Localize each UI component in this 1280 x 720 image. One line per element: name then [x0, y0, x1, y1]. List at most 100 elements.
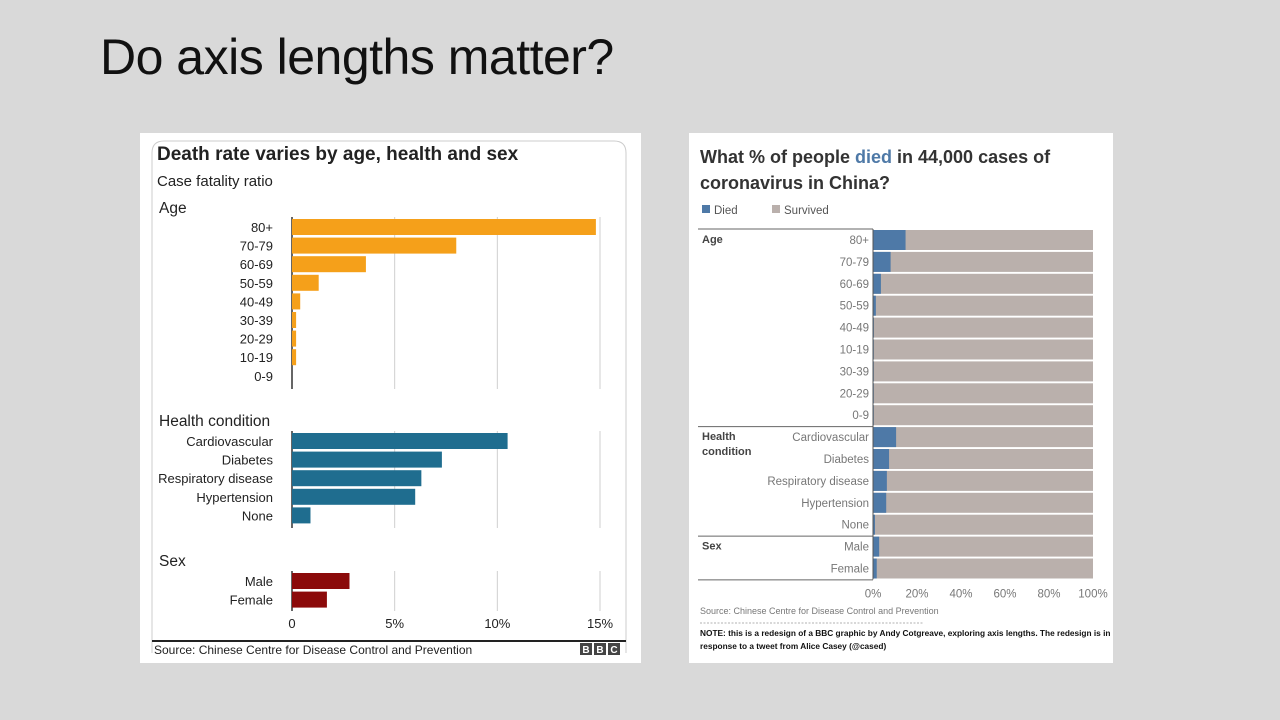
- chart-frame: [151, 140, 627, 653]
- note-line2: response to a tweet from Alice Casey (@c…: [700, 641, 886, 651]
- bar-10-19: [292, 349, 297, 366]
- legend-swatch-survived: [772, 205, 780, 213]
- svg-text:C: C: [610, 645, 617, 656]
- bar-respiratory-disease: [292, 470, 422, 487]
- bar-died-50-59: [873, 295, 876, 316]
- x-tick-label: 5%: [385, 616, 404, 631]
- category-label: Cardiovascular: [186, 434, 273, 449]
- chart-title-line1: What % of people died in 44,000 cases of: [700, 147, 1051, 167]
- category-label: Hypertension: [801, 498, 869, 510]
- x-axis: 0% 20% 40% 60% 80% 100%: [865, 588, 1108, 600]
- bar-hypertension: [292, 488, 416, 505]
- bar-survived-40-49: [873, 317, 1093, 338]
- group-label-health-condition: Health: [702, 431, 736, 443]
- category-label: 70-79: [840, 257, 869, 269]
- group-label-health-condition: condition: [702, 446, 752, 458]
- bbc-bar-chart: Death rate varies by age, health and sex…: [151, 140, 627, 657]
- bar-diabetes: [292, 451, 442, 468]
- category-label: 50-59: [840, 301, 869, 313]
- bar-survived-0-9: [873, 405, 1093, 426]
- group-label-sex: Sex: [702, 541, 722, 553]
- bar-70-79: [292, 237, 457, 254]
- category-label: 30-39: [240, 313, 273, 328]
- rows: Age 80+ 70-79 60-69 50-59 40-49 10-19 30-39 20-2…: [698, 228, 1093, 581]
- category-label: Diabetes: [222, 453, 274, 468]
- bar-survived-male: [873, 536, 1093, 557]
- category-label: 0-9: [852, 410, 869, 422]
- section-label-age: Age: [159, 200, 187, 217]
- gridlines: [291, 217, 601, 611]
- bar-survived-diabetes: [873, 449, 1093, 469]
- category-label: Female: [831, 564, 869, 576]
- x-tick-label: 10%: [484, 616, 510, 631]
- slide-title: Do axis lengths matter?: [100, 29, 614, 85]
- category-label: 10-19: [240, 350, 273, 365]
- bar-died-respiratory-disease: [873, 470, 887, 491]
- x-tick-label: 0%: [865, 588, 882, 600]
- x-tick-label: 15%: [587, 616, 613, 631]
- category-label: 10-19: [840, 345, 869, 357]
- bar-survived-hypertension: [873, 492, 1093, 513]
- bar-survived-respiratory-disease: [873, 470, 1093, 491]
- category-label: Respiratory disease: [158, 471, 273, 486]
- category-label: 80+: [251, 220, 273, 235]
- bar-survived-10-19: [873, 339, 1093, 360]
- chart-source: Source: Chinese Centre for Disease Contr…: [700, 606, 939, 616]
- svg-text:B: B: [596, 645, 603, 656]
- bar-80: [292, 219, 596, 235]
- bar-cardiovascular: [292, 433, 508, 449]
- redesign-chart-panel: What % of people died in 44,000 cases of…: [689, 133, 1113, 663]
- category-label: 40-49: [840, 323, 869, 335]
- category-label: Diabetes: [824, 454, 870, 466]
- category-label: 60-69: [240, 257, 273, 272]
- bar-50-59: [292, 274, 319, 291]
- legend: Died Survived: [702, 205, 829, 217]
- category-label: 40-49: [240, 294, 273, 309]
- bar-died-male: [873, 536, 880, 557]
- x-tick-label: 20%: [905, 588, 928, 600]
- bar-survived-80: [873, 230, 1093, 250]
- bbc-chart-panel: Death rate varies by age, health and sex…: [140, 133, 641, 663]
- category-label: Respiratory disease: [767, 476, 869, 488]
- bar-20-29: [292, 330, 297, 347]
- category-label: 30-39: [840, 366, 869, 378]
- category-label: Female: [230, 593, 273, 608]
- category-label: Male: [245, 574, 273, 589]
- stacked-bar-chart: What % of people died in 44,000 cases of…: [698, 147, 1110, 651]
- legend-swatch-died: [702, 205, 710, 213]
- x-tick-label: 80%: [1037, 588, 1060, 600]
- chart-source: Source: Chinese Centre for Disease Contr…: [154, 643, 472, 657]
- category-label: 60-69: [840, 279, 869, 291]
- category-label: None: [842, 520, 870, 532]
- x-axis: 0 5% 10% 15%: [288, 616, 613, 631]
- group-label-age: Age: [702, 234, 723, 246]
- bar-survived-60-69: [873, 273, 1093, 294]
- x-tick-label: 40%: [949, 588, 972, 600]
- bar-survived-20-29: [873, 383, 1093, 404]
- bbc-logo: B B C: [580, 643, 620, 656]
- category-label: 0-9: [254, 369, 273, 384]
- category-label: Hypertension: [196, 490, 273, 505]
- x-tick-label: 60%: [993, 588, 1016, 600]
- bar-none: [292, 507, 311, 524]
- section-label-health-condition: Health condition: [159, 413, 270, 430]
- x-tick-label: 100%: [1078, 588, 1107, 600]
- bar-survived-50-59: [873, 295, 1093, 316]
- legend-label-survived: Survived: [784, 205, 829, 217]
- category-label: None: [242, 508, 273, 523]
- bar-survived-70-79: [873, 251, 1093, 272]
- bar-survived-none: [873, 514, 1093, 535]
- bar-died-60-69: [873, 273, 881, 294]
- chart-subtitle: Case fatality ratio: [157, 173, 273, 190]
- category-label: 20-29: [840, 388, 869, 400]
- category-label: 80+: [849, 235, 869, 247]
- category-label: Male: [844, 542, 869, 554]
- bar-died-80: [873, 230, 906, 250]
- bar-60-69: [292, 256, 366, 273]
- bar-survived-female: [873, 558, 1093, 579]
- bar-survived-30-39: [873, 361, 1093, 382]
- section-label-sex: Sex: [159, 553, 186, 570]
- category-label: 20-29: [240, 332, 273, 347]
- bars: Age 80+ 70-79 60-69 50-59 40-49 30-39 20-29 10-1…: [158, 200, 596, 608]
- bar-male: [292, 573, 350, 589]
